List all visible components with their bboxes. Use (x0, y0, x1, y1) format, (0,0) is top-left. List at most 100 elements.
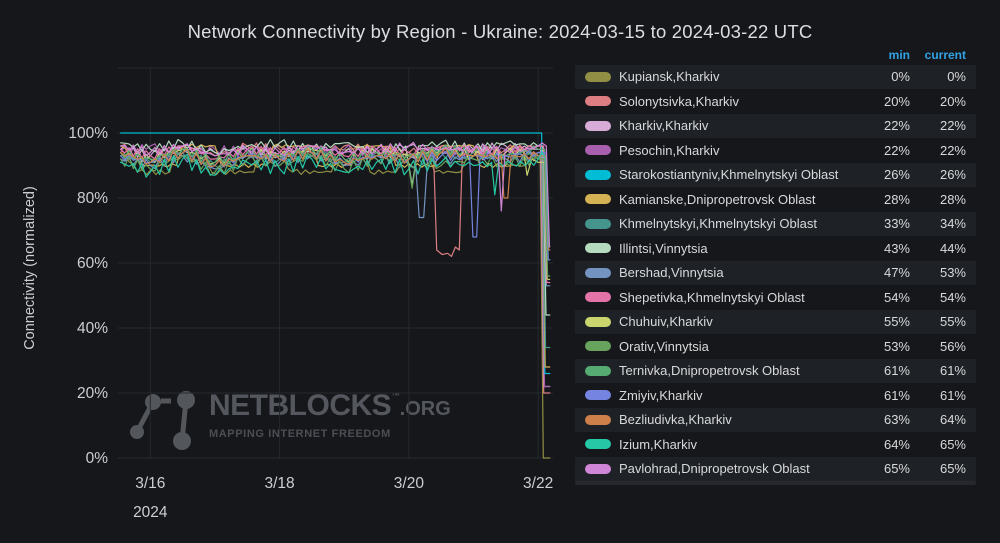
series-min-value: 54% (883, 289, 910, 305)
x-axis-tick-label: 3/22 (523, 475, 553, 492)
series-line (120, 148, 551, 349)
series-name-label: Shepetivka,Khmelnytskyi Oblast (619, 289, 805, 305)
series-color-swatch (585, 120, 611, 131)
legend-row[interactable]: Orativ,Vinnytsia 53% 56% (575, 335, 976, 359)
series-name-label: Pesochin,Kharkiv (619, 142, 720, 158)
series-current-value: 65% (939, 436, 966, 452)
legend-row[interactable]: Kharkiv,Kharkiv 22% 22% (575, 114, 976, 138)
series-name-label: Izium,Kharkiv (619, 436, 698, 452)
series-current-value: 54% (939, 289, 966, 305)
series-line (120, 142, 551, 394)
series-current-value: 65% (939, 461, 966, 477)
chart-lines (120, 132, 551, 459)
series-min-value: 28% (883, 191, 910, 207)
series-current-value: 64% (939, 412, 966, 428)
series-current-value: 22% (939, 142, 966, 158)
axis-tick-labels: 0% 20% 40% 60% 80% 100% 3/16 2024 3/18 3/20 3/22 (68, 125, 553, 521)
series-line (120, 142, 551, 388)
series-line (120, 132, 551, 375)
series-name-label: Starokostiantyniv,Khmelnytskyi Oblast (619, 167, 839, 183)
legend-row[interactable]: Kamianske,Dnipropetrovsk Oblast 28% 28% (575, 188, 976, 212)
series-min-value: 61% (883, 387, 910, 403)
legend-row[interactable]: Izium,Kharkiv 64% 65% (575, 433, 976, 457)
series-color-swatch (585, 341, 611, 352)
legend-row[interactable]: Ternivka,Dnipropetrovsk Oblast 61% 61% (575, 359, 976, 383)
legend-header-current[interactable]: current (924, 48, 966, 62)
series-min-value: 65% (883, 461, 910, 477)
series-current-value: 0% (947, 69, 966, 85)
legend-row[interactable]: Bershad,Vinnytsia 47% 53% (575, 261, 976, 285)
series-color-swatch (585, 243, 611, 254)
series-current-value: 22% (939, 118, 966, 134)
legend-header: min current (575, 46, 976, 64)
x-axis-tick-label: 3/16 (135, 475, 165, 492)
series-min-value: 47% (883, 265, 910, 281)
series-line (120, 147, 551, 251)
series-min-value: 33% (883, 216, 910, 232)
series-current-value: 55% (939, 314, 966, 330)
series-min-value: 22% (883, 142, 910, 158)
legend-row[interactable]: Khmelnytskyi,Khmelnytskyi Oblast 33% 34% (575, 212, 976, 236)
series-name-label: Kupiansk,Kharkiv (619, 69, 720, 85)
series-color-swatch (585, 96, 611, 107)
y-axis-tick-label: 80% (77, 190, 108, 207)
connectivity-chart[interactable]: 0% 20% 40% 60% 80% 100% 3/16 2024 3/18 3/20 3/22 Co… (0, 0, 575, 543)
series-min-value: 22% (883, 118, 910, 134)
series-min-value: 43% (883, 240, 910, 256)
legend-row[interactable]: Zmiyiv,Kharkiv 61% 61% (575, 384, 976, 408)
series-current-value: 20% (939, 93, 966, 109)
series-line (120, 146, 551, 459)
legend-row[interactable]: Illintsi,Vinnytsia 43% 44% (575, 237, 976, 261)
series-color-swatch (585, 169, 611, 180)
series-min-value: 20% (883, 93, 910, 109)
series-name-label: Orativ,Vinnytsia (619, 338, 709, 354)
series-line (120, 151, 551, 287)
series-name-label: Chuhuiv,Kharkiv (619, 314, 713, 330)
series-name-label: Kharkiv,Kharkiv (619, 118, 709, 134)
legend-scrollbar[interactable] (575, 481, 976, 485)
y-axis-tick-label: 60% (77, 255, 108, 272)
series-min-value: 64% (883, 436, 910, 452)
series-current-value: 61% (939, 387, 966, 403)
legend-row[interactable]: Kupiansk,Kharkiv 0% 0% (575, 65, 976, 89)
y-axis-tick-label: 20% (77, 385, 108, 402)
legend-row[interactable]: Solonytsivka,Kharkiv 20% 20% (575, 90, 976, 114)
y-axis-title: Connectivity (normalized) (22, 186, 38, 350)
trademark-symbol: ™ (391, 391, 400, 401)
legend-row[interactable]: Chuhuiv,Kharkiv 55% 55% (575, 310, 976, 334)
legend-row[interactable]: Pavlohrad,Dnipropetrovsk Oblast 65% 65% (575, 457, 976, 481)
series-line (120, 152, 551, 277)
legend-row[interactable]: Pesochin,Kharkiv 22% 22% (575, 139, 976, 163)
series-current-value: 56% (939, 338, 966, 354)
series-color-swatch (585, 145, 611, 156)
series-color-swatch (585, 365, 611, 376)
series-line (120, 141, 551, 248)
series-name-label: Solonytsivka,Kharkiv (619, 93, 739, 109)
series-color-swatch (585, 316, 611, 327)
legend-header-min[interactable]: min (888, 48, 910, 62)
watermark-tagline: MAPPING INTERNET FREEDOM (209, 428, 391, 440)
panel-title: Network Connectivity by Region - Ukraine… (187, 21, 813, 42)
series-line (120, 147, 551, 280)
series-color-swatch (585, 414, 611, 425)
series-color-swatch (585, 71, 611, 82)
chart-grid (118, 67, 553, 459)
series-min-value: 61% (883, 363, 910, 379)
watermark-brand: NETBLOCKS™.ORG (209, 389, 451, 422)
y-axis-tick-label: 0% (86, 450, 109, 467)
series-line (120, 151, 551, 248)
legend-row[interactable]: Starokostiantyniv,Khmelnytskyi Oblast 26%… (575, 163, 976, 187)
series-min-value: 55% (883, 314, 910, 330)
series-min-value: 26% (883, 167, 910, 183)
series-name-label: Bershad,Vinnytsia (619, 265, 724, 281)
series-name-label: Pavlohrad,Dnipropetrovsk Oblast (619, 461, 810, 477)
netblocks-watermark: NETBLOCKS™.ORG MAPPING INTERNET FREEDOM (130, 390, 451, 452)
series-current-value: 44% (939, 240, 966, 256)
legend-row[interactable]: Shepetivka,Khmelnytskyi Oblast 54% 54% (575, 286, 976, 310)
legend-row[interactable]: Bezliudivka,Kharkiv 63% 64% (575, 408, 976, 432)
series-color-swatch (585, 439, 611, 450)
series-current-value: 26% (939, 167, 966, 183)
legend-rows: Kupiansk,Kharkiv 0% 0% Solonytsivka,Kharkiv… (575, 65, 976, 481)
series-line (120, 143, 551, 388)
